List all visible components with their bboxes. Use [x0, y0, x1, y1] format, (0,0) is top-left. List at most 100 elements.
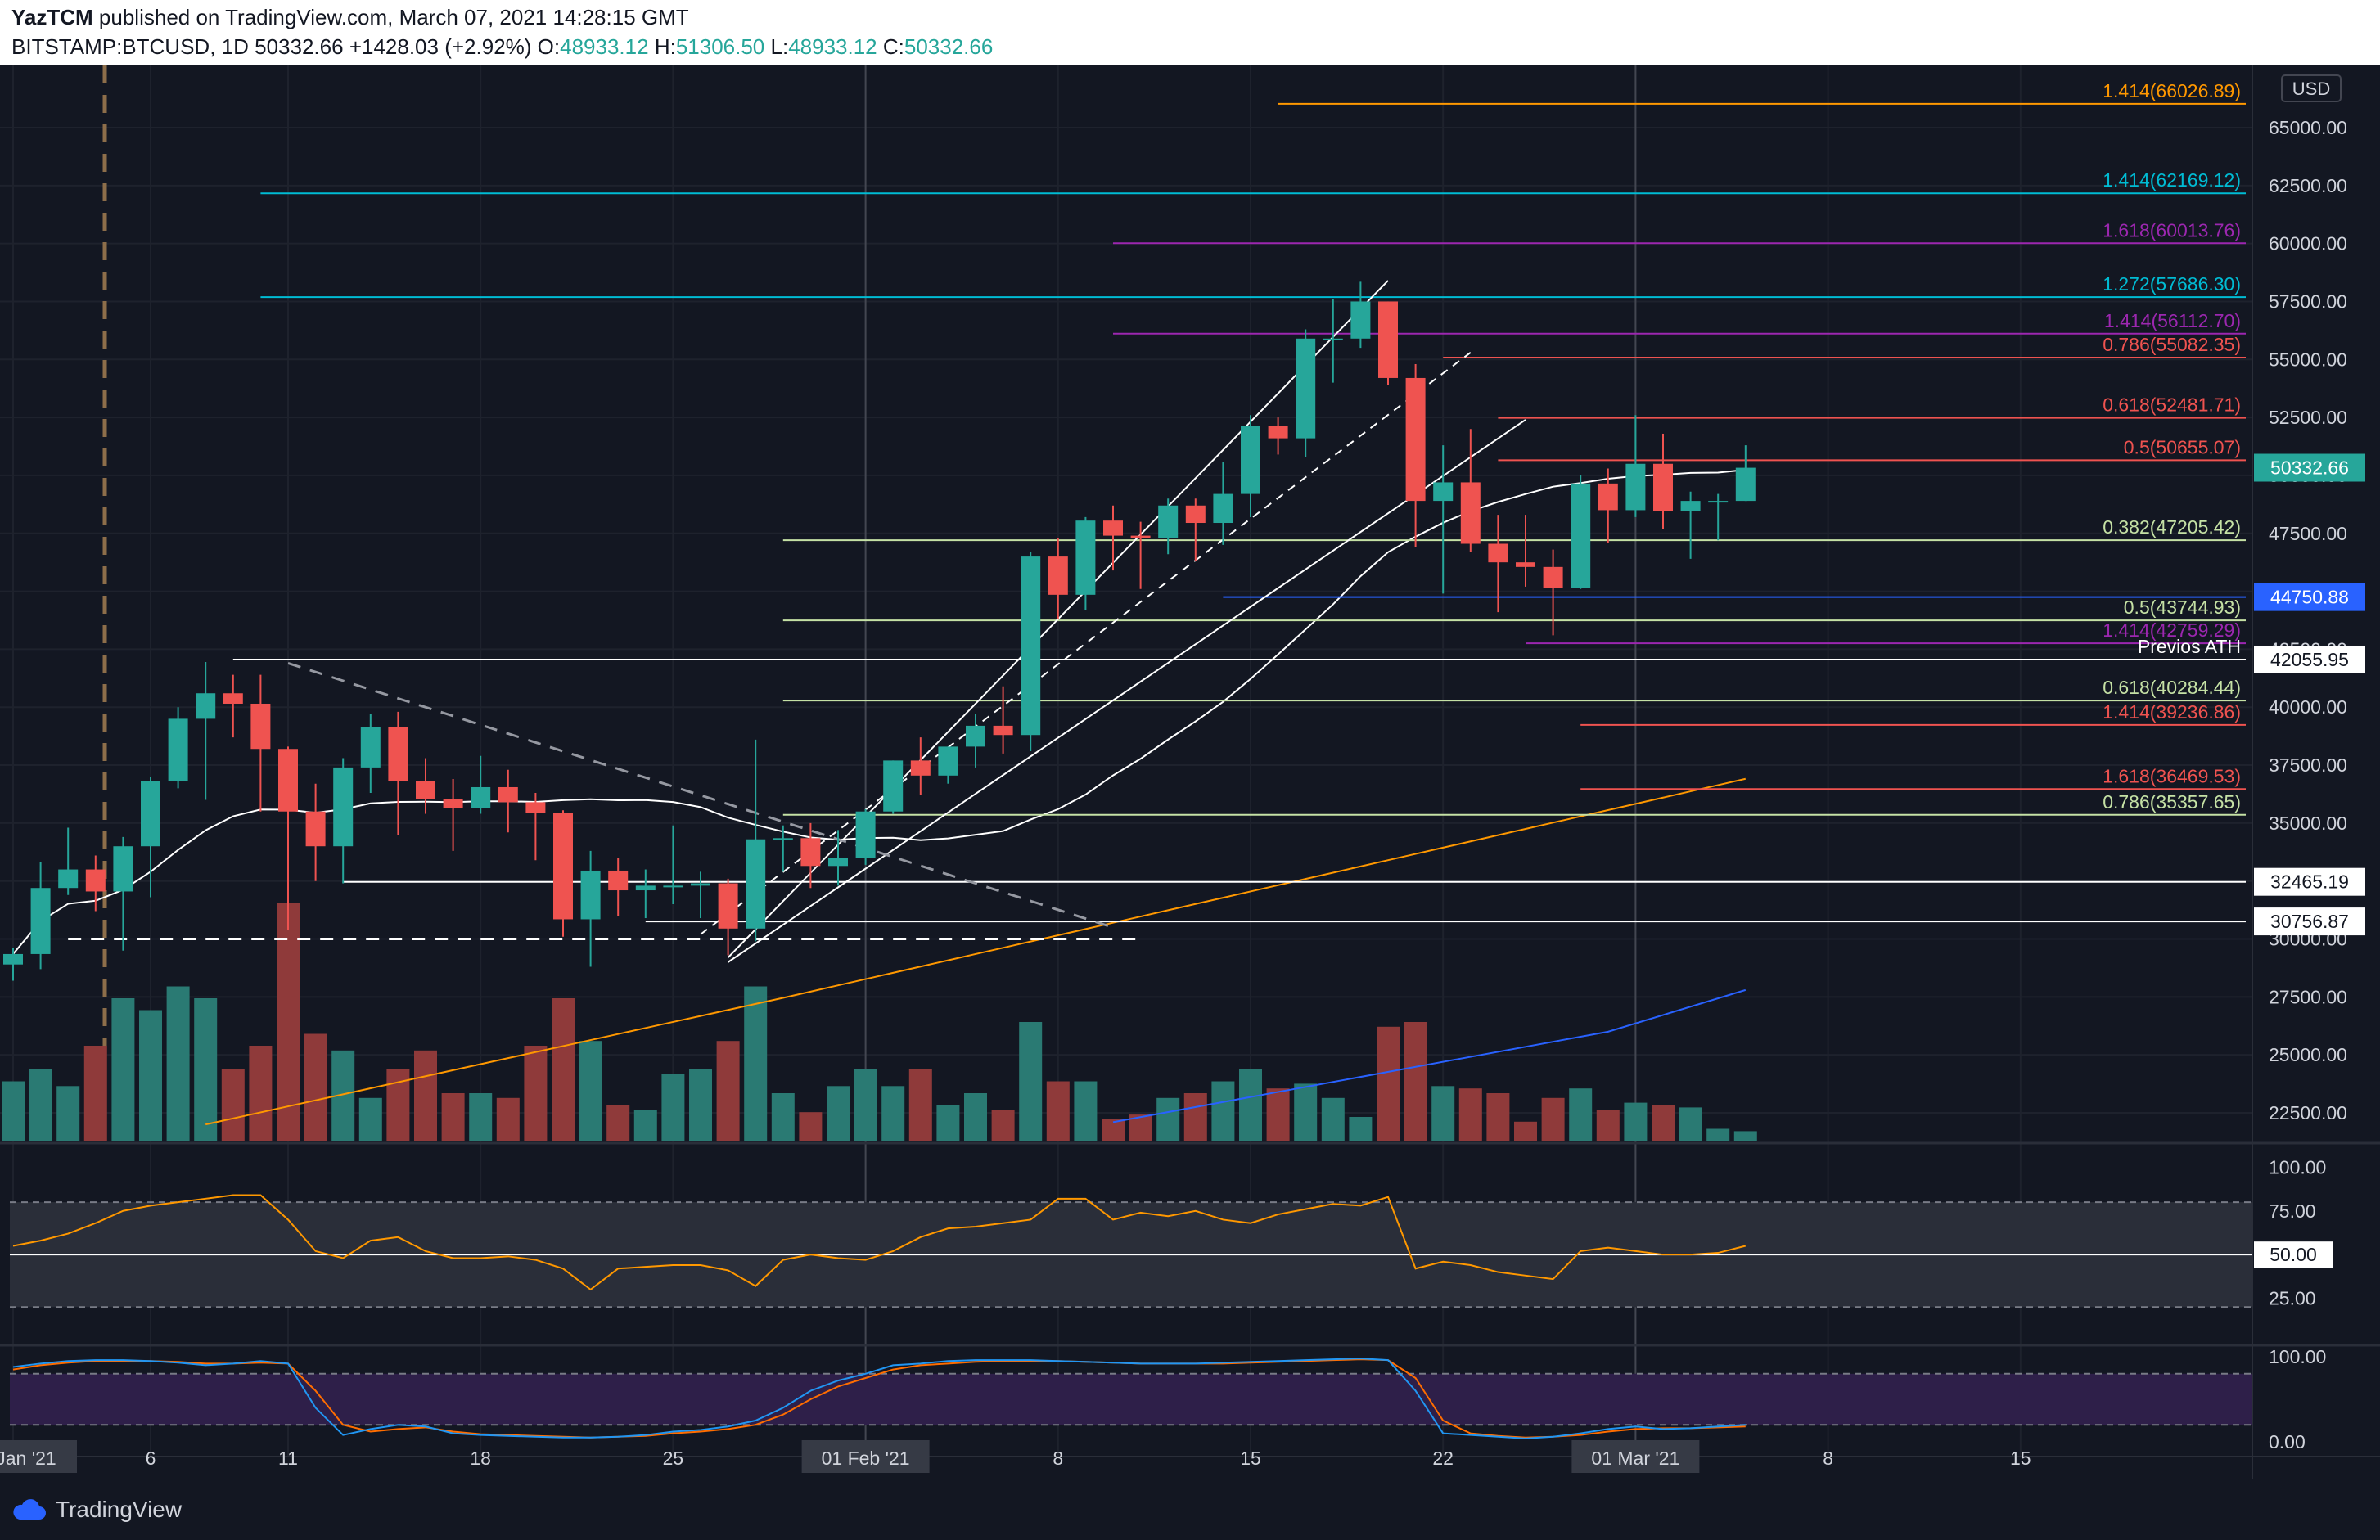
candle-body[interactable]: [1075, 520, 1096, 595]
tradingview-logo[interactable]: TradingView: [11, 1497, 182, 1523]
candle-body[interactable]: [1021, 556, 1041, 736]
candle-body[interactable]: [1241, 426, 1260, 494]
candle-body[interactable]: [1103, 520, 1123, 536]
candle-body[interactable]: [1158, 505, 1179, 538]
volume-bar: [579, 1041, 602, 1141]
candle-body[interactable]: [3, 953, 23, 965]
volume-bar: [606, 1105, 630, 1141]
symbol-label[interactable]: BITSTAMP:BTCUSD, 1D: [11, 34, 249, 59]
candle-body[interactable]: [1213, 493, 1233, 524]
candle-body[interactable]: [525, 802, 546, 813]
candle-body[interactable]: [966, 725, 985, 747]
candle-body[interactable]: [1433, 482, 1454, 502]
candle-body[interactable]: [141, 781, 160, 847]
volume-bar: [661, 1074, 685, 1141]
candle-body[interactable]: [1708, 501, 1729, 503]
price-badge: [2254, 453, 2365, 482]
candle-body[interactable]: [471, 786, 491, 808]
candle-body[interactable]: [278, 749, 298, 812]
volume-bar: [799, 1112, 823, 1141]
candle-body[interactable]: [85, 869, 106, 892]
candle-body[interactable]: [993, 725, 1013, 736]
candle-body[interactable]: [1680, 501, 1701, 511]
candle-body[interactable]: [691, 883, 710, 886]
volume-bar: [1046, 1081, 1070, 1141]
candle-body[interactable]: [498, 786, 518, 803]
candle-body[interactable]: [305, 811, 326, 847]
candle-body[interactable]: [1350, 301, 1371, 339]
time-tick-label: 22: [1432, 1448, 1454, 1469]
price-chart[interactable]: 1.414(66026.89) 1.414(62169.12) 1.618(6001…: [0, 65, 2380, 1479]
volume-bar: [1652, 1105, 1675, 1141]
publish-info: published on TradingView.com, March 07, …: [98, 5, 689, 29]
candle-body[interactable]: [168, 718, 188, 781]
candle-body[interactable]: [883, 760, 904, 812]
currency-badge[interactable]: [2281, 74, 2342, 102]
volume-bar: [139, 1010, 162, 1141]
candle-body[interactable]: [1735, 467, 1756, 502]
candle-body[interactable]: [443, 799, 463, 808]
candle-body[interactable]: [635, 885, 656, 891]
candle-body[interactable]: [1571, 483, 1591, 588]
time-tick-label: 11: [278, 1448, 298, 1469]
candle-body[interactable]: [1460, 482, 1481, 544]
candle-body[interactable]: [250, 703, 271, 750]
time-tick-label: 01 Mar '21: [1591, 1448, 1679, 1469]
volume-bar: [1706, 1128, 1730, 1141]
candle-body[interactable]: [1543, 566, 1563, 588]
volume-bar: [1733, 1131, 1757, 1141]
candle-body[interactable]: [910, 760, 931, 776]
candle-body[interactable]: [1488, 543, 1508, 563]
rsi-tick-label: 50.00: [2270, 1244, 2317, 1265]
currency-label: USD: [2292, 79, 2330, 99]
candle-body[interactable]: [608, 870, 629, 891]
candle-body[interactable]: [1598, 483, 1618, 511]
close-label: C:: [882, 34, 904, 59]
candle-body[interactable]: [1405, 377, 1426, 502]
candle-body[interactable]: [196, 693, 216, 719]
price-tick-label: 47500.00: [2269, 523, 2347, 544]
candle-body[interactable]: [773, 838, 793, 840]
price-badge: [2254, 583, 2365, 611]
author-name[interactable]: YazTCM: [11, 5, 93, 29]
volume-bar: [29, 1069, 52, 1141]
candle-body[interactable]: [1296, 338, 1316, 439]
candle-body[interactable]: [1653, 463, 1673, 511]
candle-body[interactable]: [938, 746, 958, 776]
candle-body[interactable]: [855, 811, 876, 858]
candle-body[interactable]: [1378, 301, 1398, 378]
price-badge-label: 42055.95: [2270, 649, 2349, 670]
candle-body[interactable]: [333, 767, 354, 847]
candle-body[interactable]: [828, 858, 848, 867]
stoch-tick-label: 100.00: [2269, 1346, 2326, 1367]
candle-body[interactable]: [1516, 562, 1535, 567]
candle-body[interactable]: [580, 870, 601, 920]
candle-body[interactable]: [223, 693, 243, 704]
candle-body[interactable]: [1185, 505, 1206, 524]
candle-body[interactable]: [113, 846, 133, 892]
candle-body[interactable]: [1048, 556, 1068, 595]
candle-body[interactable]: [553, 813, 573, 920]
candle-body[interactable]: [58, 869, 79, 889]
volume-bar: [1102, 1119, 1125, 1141]
candle-body[interactable]: [416, 781, 435, 799]
candle-body[interactable]: [1268, 426, 1288, 439]
candle-body[interactable]: [663, 885, 683, 888]
level-label: 1.414(56112.70): [2104, 310, 2241, 331]
volume-bar: [1431, 1086, 1455, 1141]
candle-body[interactable]: [30, 888, 51, 954]
candle-body[interactable]: [360, 727, 381, 768]
volume-bar: [991, 1110, 1015, 1141]
candle-body[interactable]: [388, 727, 408, 781]
price-tick-label: 65000.00: [2269, 117, 2347, 138]
open-value: 48933.12: [560, 34, 649, 59]
candle-body[interactable]: [1130, 535, 1151, 538]
candle-body[interactable]: [746, 839, 766, 929]
candle-body[interactable]: [1625, 463, 1646, 511]
time-tick-label: 6: [146, 1448, 156, 1469]
high-value: 51306.50: [675, 34, 765, 59]
price-change: +1428.03 (+2.92%): [349, 34, 532, 59]
candle-body[interactable]: [1323, 338, 1343, 340]
candle-body[interactable]: [718, 883, 738, 929]
candle-body[interactable]: [800, 838, 821, 867]
